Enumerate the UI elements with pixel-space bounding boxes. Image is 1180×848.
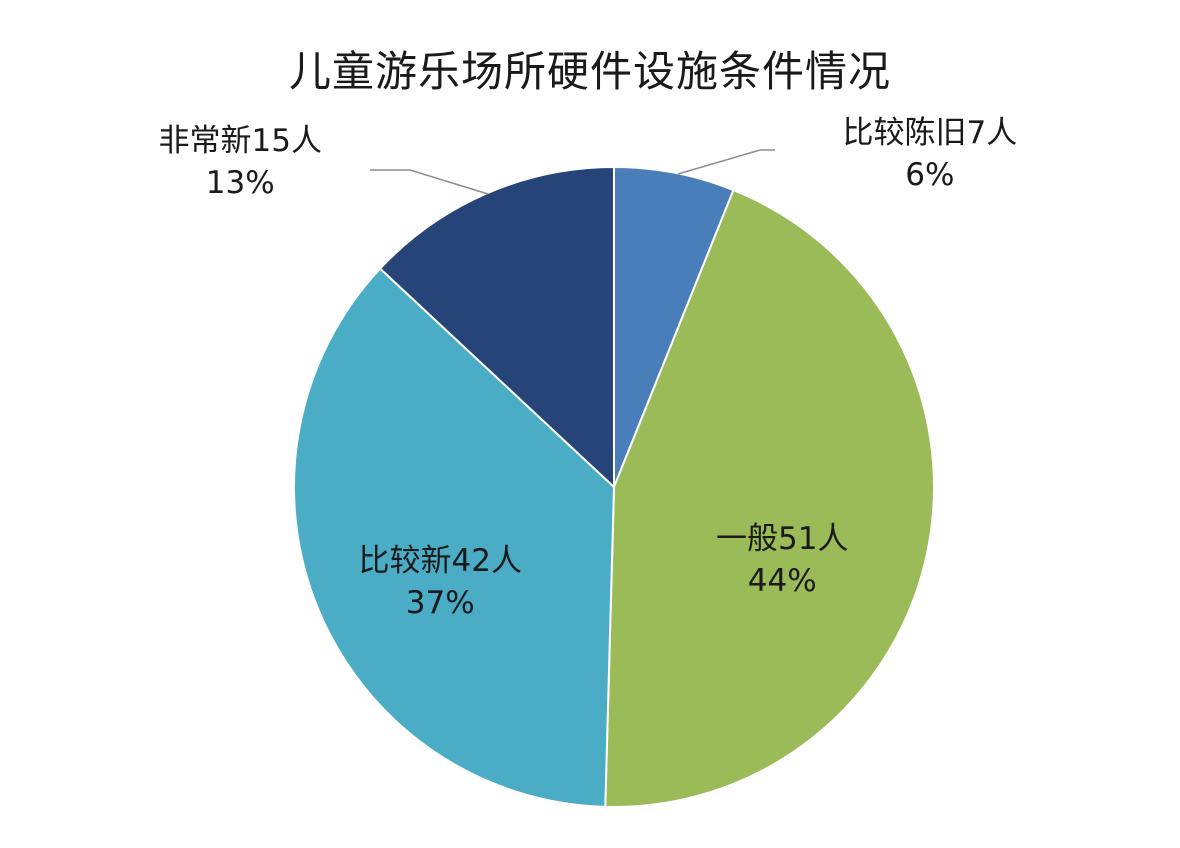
data-label-percent: 13% — [205, 165, 275, 201]
data-label-3: 比较新42人 37% — [359, 540, 522, 624]
data-label-4: 非常新15人 13% — [159, 120, 322, 204]
data-label-name: 一般51人 — [716, 521, 849, 557]
data-label-percent: 44% — [747, 563, 817, 599]
data-label-1: 比较陈旧7人 6% — [843, 112, 1018, 196]
pie-slice-3 — [293, 267, 616, 808]
data-label-name: 比较陈旧7人 — [842, 115, 1018, 151]
leader-line-1 — [677, 149, 775, 175]
pie-slice-1 — [613, 165, 735, 488]
data-label-name: 比较新42人 — [358, 543, 522, 579]
pie-slice-2 — [604, 188, 935, 808]
data-label-name: 非常新15人 — [158, 123, 322, 159]
chart-title: 儿童游乐场所硬件设施条件情况 — [288, 47, 891, 96]
data-label-percent: 37% — [405, 585, 475, 621]
leader-line-4 — [370, 169, 489, 195]
data-label-2: 一般51人 44% — [716, 518, 848, 602]
data-label-percent: 6% — [905, 157, 955, 193]
